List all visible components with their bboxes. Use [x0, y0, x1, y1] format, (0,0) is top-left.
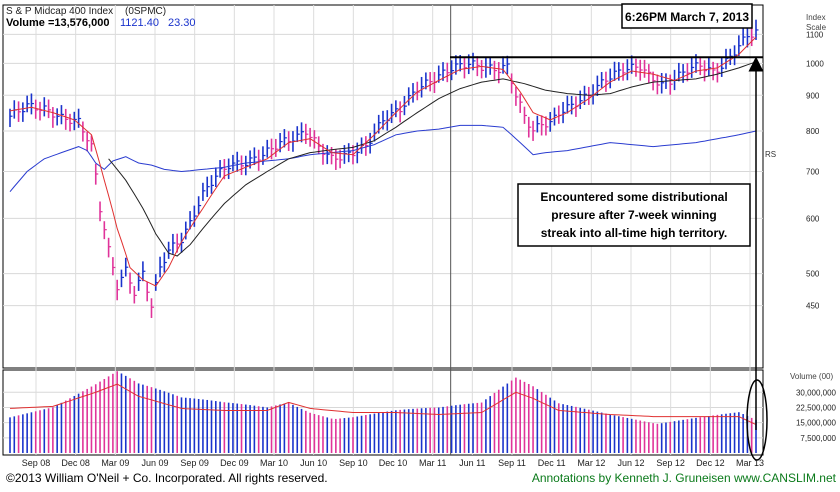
price-readout: 1121.40 — [120, 17, 159, 29]
scale-title: Scale — [806, 23, 827, 32]
time-tick-label: Mar 13 — [736, 458, 764, 468]
price-tick-label: 450 — [806, 302, 820, 311]
price-tick-label: 600 — [806, 214, 820, 223]
axis-labels: 1100 1000 900 800 700 600 500 450 30,000,000 22,5… — [22, 30, 837, 468]
time-tick-label: Dec 11 — [538, 458, 566, 468]
volume-tick-label: 7,500,000 — [800, 434, 836, 443]
index-title: Index — [806, 13, 826, 22]
time-tick-label: Sep 08 — [22, 458, 51, 468]
price-tick-label: 700 — [806, 168, 820, 177]
timestamp: 6:26PM March 7, 2013 — [625, 10, 749, 24]
moving-average-short-line — [9, 36, 757, 287]
time-tick-label: Mar 12 — [577, 458, 605, 468]
volume-bars — [9, 371, 757, 453]
change-readout: 23.30 — [168, 17, 196, 29]
time-tick-label: Sep 12 — [656, 458, 685, 468]
annotation-line-2: presure after 7-week winning — [551, 208, 716, 222]
time-tick-label: Dec 12 — [696, 458, 725, 468]
grid-lines — [3, 5, 763, 455]
copyright-text: ©2013 William O'Neil + Co. Incorporated.… — [6, 471, 328, 485]
price-tick-label: 800 — [806, 127, 820, 136]
time-tick-label: Jun 10 — [300, 458, 327, 468]
moving-average-long-line — [108, 61, 757, 257]
index-name: S & P Midcap 400 Index — [6, 6, 113, 17]
rs-label: RS — [765, 150, 776, 159]
time-tick-label: Sep 10 — [339, 458, 368, 468]
volume-average-line — [9, 383, 757, 426]
volume-tick-label: 15,000,000 — [796, 419, 837, 428]
time-tick-label: Mar 09 — [101, 458, 129, 468]
annotation-box — [517, 183, 751, 247]
index-symbol: (0SPMC) — [125, 6, 166, 17]
price-tick-label: 1100 — [806, 30, 824, 39]
volume-tick-label: 22,500,000 — [796, 403, 837, 412]
annotation-line-3: streak into all-time high territory. — [541, 226, 727, 240]
timestamp-box — [621, 3, 753, 29]
price-tick-label: 1000 — [806, 59, 824, 68]
price-tick-label: 900 — [806, 91, 820, 100]
annotation-line-1: Encountered some distributional — [540, 190, 727, 204]
time-tick-label: Jun 12 — [617, 458, 644, 468]
time-tick-label: Mar 11 — [419, 458, 446, 468]
price-tick-label: 500 — [806, 270, 820, 279]
volume-highlight-circle — [746, 379, 768, 461]
time-tick-label: Sep 09 — [180, 458, 209, 468]
volume-readout: Volume =13,576,000 — [6, 17, 109, 29]
time-tick-label: Dec 08 — [61, 458, 90, 468]
volume-tick-label: 30,000,000 — [796, 388, 837, 397]
annotations-credit: Annotations by Kenneth J. Gruneisen www.… — [532, 471, 837, 485]
time-tick-label: Dec 09 — [220, 458, 249, 468]
relative-strength-line — [9, 124, 757, 193]
time-tick-label: Sep 11 — [498, 458, 526, 468]
volume-title: Volume (00) — [790, 372, 833, 381]
price-bars — [9, 19, 759, 318]
time-tick-label: Mar 10 — [260, 458, 288, 468]
time-tick-label: Dec 10 — [379, 458, 408, 468]
time-tick-label: Jun 09 — [141, 458, 168, 468]
time-tick-label: Jun 11 — [459, 458, 485, 468]
overlay-lines — [9, 36, 757, 426]
